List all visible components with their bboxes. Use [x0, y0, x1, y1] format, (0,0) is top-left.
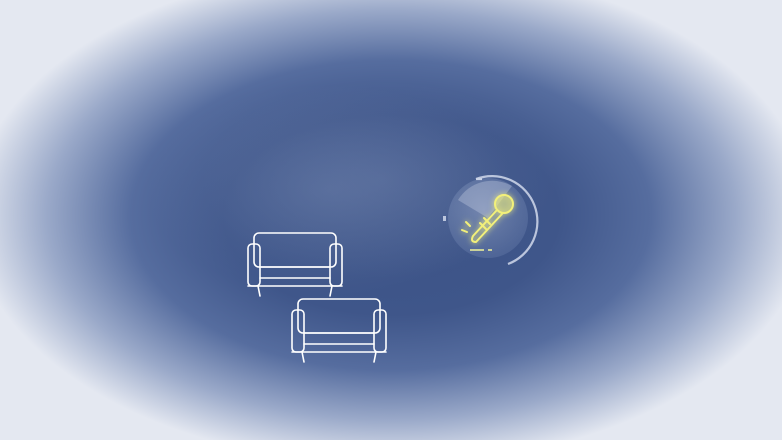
microphone-icon[interactable]: [440, 170, 542, 266]
sofa-icon[interactable]: [290, 296, 388, 368]
sofa-icon[interactable]: [246, 230, 344, 302]
